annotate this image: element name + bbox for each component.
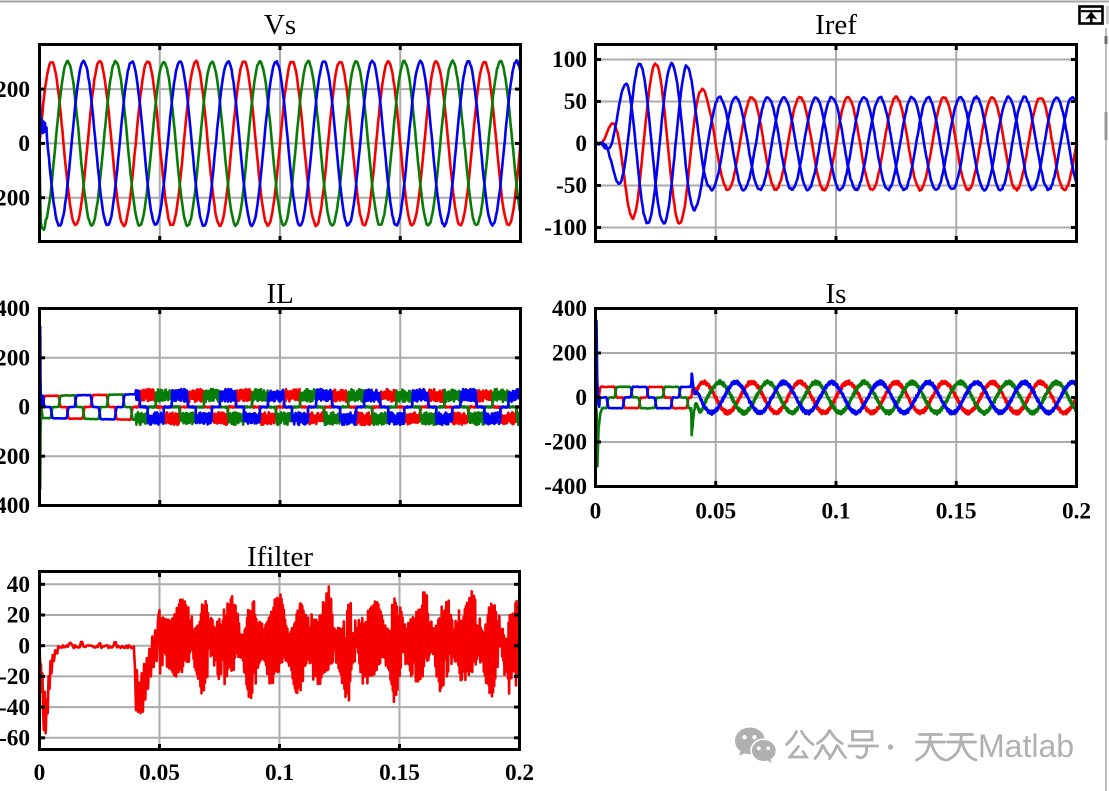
svg-text:Matlab: Matlab: [978, 728, 1074, 764]
svg-text:-50: -50: [556, 173, 587, 199]
svg-text:0: 0: [575, 131, 587, 157]
svg-text:-20: -20: [0, 664, 30, 690]
svg-text:-400: -400: [544, 474, 587, 500]
svg-text:100: 100: [552, 47, 587, 73]
svg-text:-40: -40: [0, 695, 30, 721]
svg-text:20: 20: [7, 603, 30, 629]
svg-text:-60: -60: [0, 726, 30, 752]
svg-text:0: 0: [34, 760, 46, 786]
svg-text:Iref: Iref: [815, 9, 857, 41]
svg-text:50: 50: [564, 89, 587, 115]
svg-text:0.2: 0.2: [1062, 498, 1091, 524]
svg-text:200: 200: [0, 185, 30, 211]
svg-text:0: 0: [18, 395, 30, 421]
svg-text:0: 0: [575, 385, 587, 411]
svg-text:0.2: 0.2: [505, 760, 534, 786]
svg-text:-100: -100: [544, 215, 587, 241]
svg-text:0.05: 0.05: [139, 760, 180, 786]
svg-text:0: 0: [18, 131, 30, 157]
svg-text:Ifilter: Ifilter: [247, 541, 313, 573]
svg-text:-200: -200: [544, 430, 587, 456]
svg-text:Is: Is: [826, 278, 847, 310]
svg-text:0.15: 0.15: [936, 498, 977, 524]
svg-text:200: 200: [0, 345, 30, 371]
svg-text:0: 0: [18, 633, 30, 659]
svg-text:40: 40: [7, 572, 30, 598]
svg-text:400: 400: [552, 296, 587, 322]
svg-text:0.1: 0.1: [821, 498, 850, 524]
svg-text:0.05: 0.05: [695, 498, 736, 524]
svg-text:0.1: 0.1: [265, 760, 294, 786]
svg-text:400: 400: [0, 296, 30, 322]
svg-text:200: 200: [0, 77, 30, 103]
svg-text:200: 200: [552, 341, 587, 367]
svg-text:400: 400: [0, 493, 30, 519]
svg-text:IL: IL: [266, 278, 293, 310]
svg-text:Vs: Vs: [264, 9, 296, 41]
svg-text:200: 200: [0, 444, 30, 470]
svg-text:0.15: 0.15: [379, 760, 420, 786]
svg-text:0: 0: [590, 498, 602, 524]
